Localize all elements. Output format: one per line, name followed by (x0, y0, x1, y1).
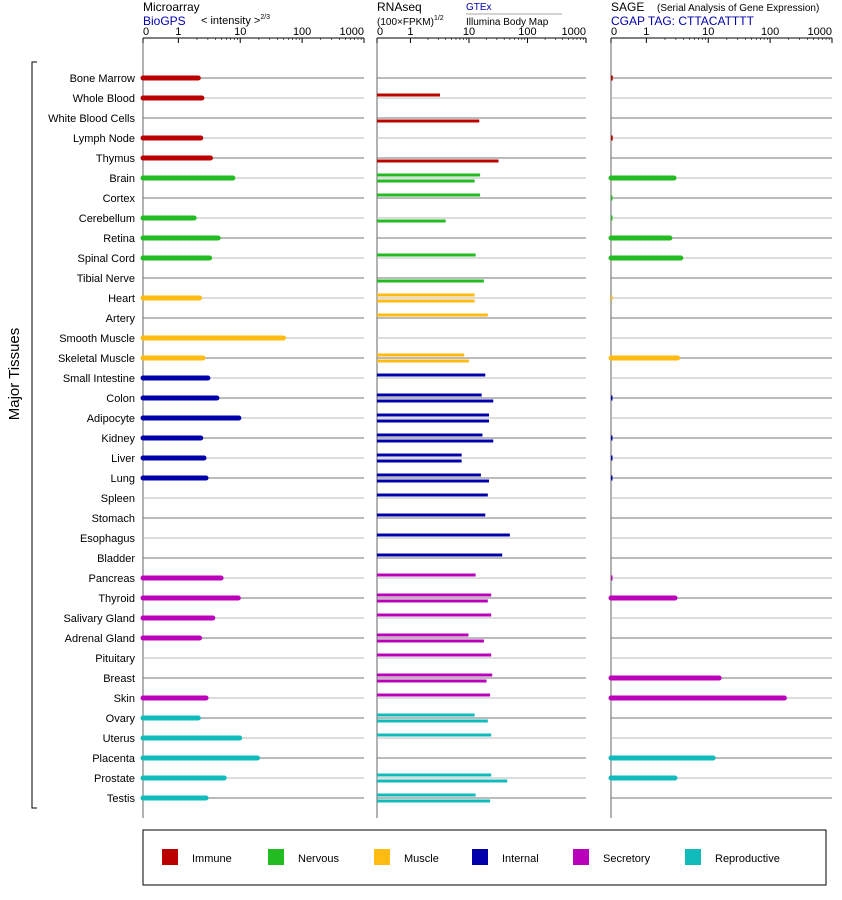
tissue-label: Bladder (97, 553, 135, 565)
tissue-label: Salivary Gland (63, 613, 135, 625)
sage-tick-label-0: 0 (611, 26, 617, 38)
sage-tick-label-1: 1 (643, 26, 649, 38)
tissue-label: Heart (108, 293, 135, 305)
tissue-label: Spinal Cord (78, 253, 135, 265)
legend-swatch-nervous (268, 849, 284, 865)
rnaseq-title: RNAseq (377, 0, 422, 14)
tissue-label: Adrenal Gland (65, 633, 135, 645)
sage-tick-label-1000: 1000 (808, 26, 832, 38)
legend-label-immune: Immune (192, 853, 232, 865)
tissue-label: Whole Blood (73, 93, 135, 105)
cgap-tag: CGAP TAG: CTTACATTTT (611, 14, 755, 28)
legend-label-muscle: Muscle (404, 853, 439, 865)
tissue-label: Colon (106, 393, 135, 405)
microarray-tick-label-10: 10 (234, 26, 246, 38)
sage-subtitle: (Serial Analysis of Gene Expression) (657, 3, 819, 14)
tissue-label: Thymus (96, 153, 136, 165)
tissue-label: Esophagus (80, 533, 136, 545)
legend-swatch-secretory (573, 849, 589, 865)
tissue-label: Bone Marrow (70, 73, 135, 85)
sage-tick-label-100: 100 (761, 26, 779, 38)
microarray-tick-label-100: 100 (293, 26, 311, 38)
tissue-label: Stomach (92, 513, 135, 525)
microarray-tick-label-1000: 1000 (340, 26, 364, 38)
rnaseq-tick-label-1000: 1000 (562, 26, 586, 38)
rnaseq-tick-label-1: 1 (407, 26, 413, 38)
rnaseq-tick-label-100: 100 (518, 26, 536, 38)
tissue-label: Lung (111, 473, 135, 485)
legend-label-reproductive: Reproductive (715, 853, 780, 865)
tissue-label: Smooth Muscle (59, 333, 135, 345)
sage-title: SAGE (611, 0, 644, 14)
legend-swatch-internal (472, 849, 488, 865)
tissue-label: Placenta (92, 753, 136, 765)
legend-label-nervous: Nervous (298, 853, 339, 865)
illumina-source: Illumina Body Map (466, 17, 549, 28)
microarray-tick-label-1: 1 (175, 26, 181, 38)
tissue-label: Skeletal Muscle (58, 353, 135, 365)
tissue-label: Retina (103, 233, 136, 245)
fpkm-scale: (100×FPKM)1/2 (377, 15, 444, 28)
tissue-label: Brain (109, 173, 135, 185)
gtex-source: GTEx (466, 2, 492, 13)
tissue-label: Ovary (106, 713, 136, 725)
tissue-label: Testis (107, 793, 136, 805)
microarray-title: Microarray (143, 0, 200, 14)
tissue-label: Pituitary (95, 653, 135, 665)
legend-label-secretory: Secretory (603, 853, 651, 865)
tissue-bracket (31, 61, 37, 809)
rnaseq-tick-label-10: 10 (463, 26, 475, 38)
tissue-label: Adipocyte (87, 413, 135, 425)
intensity-scale: < intensity >2/3 (201, 14, 270, 27)
tissue-label: Cortex (103, 193, 136, 205)
tissue-label: Pancreas (89, 573, 136, 585)
legend-label-internal: Internal (502, 853, 539, 865)
tissue-label: Prostate (94, 773, 135, 785)
tissue-label: Thyroid (98, 593, 135, 605)
tissue-label: Kidney (101, 433, 135, 445)
tissue-label: Cerebellum (79, 213, 135, 225)
tissue-label: Breast (103, 673, 135, 685)
tissue-label: White Blood Cells (48, 113, 135, 125)
tissue-label: Uterus (103, 733, 136, 745)
legend-swatch-muscle (374, 849, 390, 865)
biogps-source: BioGPS (143, 14, 186, 28)
tissue-label: Artery (106, 313, 136, 325)
tissue-label: Spleen (101, 493, 135, 505)
major-tissues-label: Major Tissues (6, 328, 23, 421)
legend-swatch-reproductive (685, 849, 701, 865)
sage-tick-label-10: 10 (702, 26, 714, 38)
tissue-label: Lymph Node (73, 133, 135, 145)
tissue-label: Small Intestine (63, 373, 135, 385)
rnaseq-tick-label-0: 0 (377, 26, 383, 38)
tissue-label: Skin (114, 693, 135, 705)
legend-swatch-immune (162, 849, 178, 865)
microarray-tick-label-0: 0 (143, 26, 149, 38)
tissue-label: Liver (111, 453, 135, 465)
tissue-label: Tibial Nerve (77, 273, 135, 285)
